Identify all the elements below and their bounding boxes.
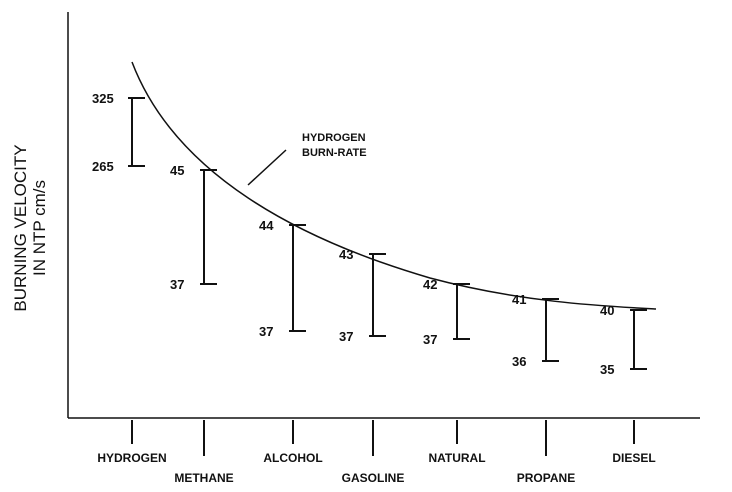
value-label-low-propane: 36 xyxy=(512,354,526,369)
value-label-high-natural: 42 xyxy=(423,277,437,292)
x-tick-label-methane: METHANE xyxy=(174,471,233,485)
value-label-high-propane: 41 xyxy=(512,292,526,307)
value-label-low-gasoline: 37 xyxy=(339,329,353,344)
value-label-high-methane: 45 xyxy=(170,163,184,178)
y-axis-label-line2: IN NTP cm/s xyxy=(30,180,49,276)
annotation-line2: BURN-RATE xyxy=(302,147,367,159)
x-tick-label-alcohol: ALCOHOL xyxy=(263,451,322,465)
value-label-low-methane: 37 xyxy=(170,277,184,292)
x-tick-label-diesel: DIESEL xyxy=(612,451,655,465)
value-label-high-alcohol: 44 xyxy=(259,218,274,233)
y-axis-label-line1: BURNING VELOCITY xyxy=(11,144,30,311)
annotation-leader-line xyxy=(247,149,287,186)
value-label-low-diesel: 35 xyxy=(600,362,614,377)
hydrogen-burn-rate-curve xyxy=(131,61,657,310)
value-label-low-natural: 37 xyxy=(423,332,437,347)
value-label-low-hydrogen: 265 xyxy=(92,159,114,174)
annotation-line1: HYDROGEN xyxy=(302,132,366,144)
value-label-high-hydrogen: 325 xyxy=(92,91,114,106)
value-label-low-alcohol: 37 xyxy=(259,324,273,339)
x-axis-ticks: HYDROGEN METHANE ALCOHOL GASOLINE NATURAL PRO… xyxy=(97,420,656,485)
x-tick-label-hydrogen: HYDROGEN xyxy=(97,451,166,465)
range-bars: 325 265 45 37 44 37 43 37 42 37 41 36 40 35 xyxy=(92,91,647,377)
value-label-high-diesel: 40 xyxy=(600,303,614,318)
x-tick-label-gasoline: GASOLINE xyxy=(342,471,405,485)
x-tick-label-natural: NATURAL xyxy=(428,451,485,465)
x-tick-label-propane: PROPANE xyxy=(517,471,575,485)
value-label-high-gasoline: 43 xyxy=(339,247,353,262)
